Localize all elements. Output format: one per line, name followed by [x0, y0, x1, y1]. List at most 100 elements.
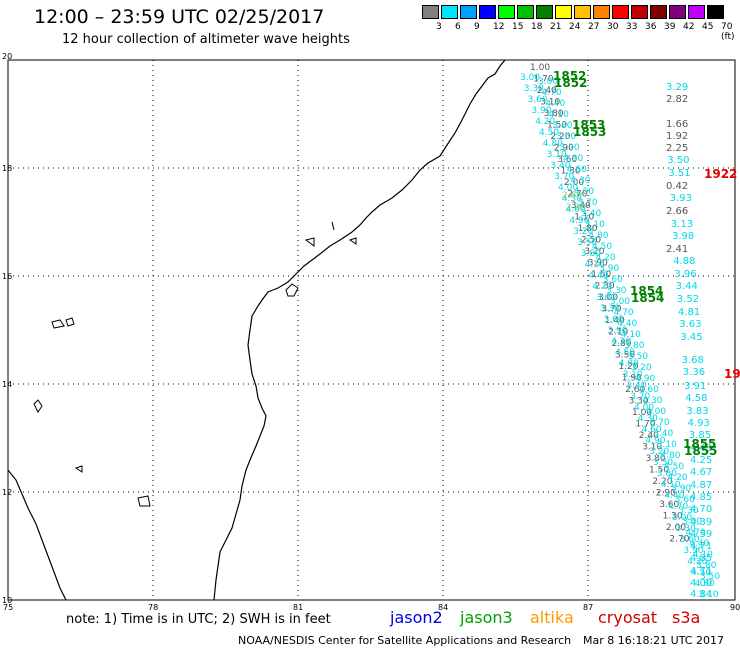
track-value-gray: 1.90: [622, 374, 642, 384]
track-value-cyan: 4.70: [668, 502, 688, 512]
track-value-gray: 2.70: [567, 190, 587, 200]
right-value-cyan: 3.44: [676, 281, 698, 292]
track-value-cyan: 4.70: [614, 308, 634, 318]
track-value-cyan: 3.60: [680, 535, 700, 545]
track-value-gray: 1.10: [574, 213, 594, 223]
scale-label: 9: [474, 22, 480, 32]
track-value-cyan: 4.90: [635, 374, 655, 384]
track-value-cyan: 4.80: [588, 231, 608, 241]
right-value-gray: 2.25: [666, 143, 688, 154]
scale-swatch: [650, 5, 667, 19]
track-value-gray: 3.50: [615, 351, 635, 361]
track-value-cyan: 4.30: [642, 396, 662, 406]
track-value-cyan: 4.80: [543, 139, 563, 149]
track-value-gray: 3.90: [588, 259, 608, 269]
track-value-cyan: 4.40: [617, 319, 637, 329]
right-value-cyan: 4.25: [690, 455, 712, 466]
track-value-cyan: 3.00: [520, 73, 540, 83]
track-value-cyan: 4.80: [619, 359, 639, 369]
western-coast: [7, 469, 67, 601]
right-value-cyan: 3.83: [686, 406, 708, 417]
lat-label: 20: [2, 52, 12, 61]
track-value-cyan: 4.00: [558, 183, 578, 193]
track-time-label-dup: 1855: [684, 444, 717, 458]
track-value-cyan: 4.90: [645, 436, 665, 446]
lon-label: 75: [3, 603, 13, 612]
island-coast-d: [33, 399, 43, 413]
scale-swatch: [669, 5, 686, 19]
map-title: 12:00 – 23:59 UTC 02/25/2017: [34, 6, 325, 28]
track-value-gray: 1.50: [547, 121, 567, 131]
right-value-gray: 2.82: [666, 94, 688, 105]
right-value-gray: 0.42: [666, 181, 688, 192]
scale-swatch: [441, 5, 458, 19]
right-value-gray: 2.66: [666, 206, 688, 217]
right-value-cyan: 3.96: [674, 269, 696, 280]
scale-label: 18: [531, 22, 543, 32]
scale-swatch: [593, 5, 610, 19]
scale-swatch: [460, 5, 477, 19]
track-value-cyan: 3.70: [554, 172, 574, 182]
track-value-cyan: 4.40: [664, 491, 684, 501]
track-value-cyan: 4.60: [567, 165, 587, 175]
track-value-gray: 3.30: [629, 397, 649, 407]
right-value-cyan: 4.87: [690, 480, 712, 491]
map-grid: [8, 60, 735, 600]
scale-label: 15: [512, 22, 524, 32]
right-value-cyan: 3.98: [672, 231, 694, 242]
track-value-gray: 2.80: [612, 339, 632, 349]
track-value-cyan: 3.30: [606, 286, 626, 296]
track-value-cyan: 3.90: [599, 264, 619, 274]
right-value-cyan: 3.51: [668, 168, 690, 179]
coastline: [213, 59, 506, 601]
track-value-cyan: 4.80: [660, 451, 680, 461]
track-value-cyan: 3.10: [585, 220, 605, 230]
right-value-cyan: 3.63: [679, 319, 701, 330]
track-value-cyan: 4.80: [695, 579, 715, 589]
track-value-cyan: 4.20: [596, 253, 616, 263]
track-value-cyan: 3.00: [538, 77, 558, 87]
track-value-cyan: 3.10: [623, 370, 643, 380]
cyan-track-values: 3.003.303.603.904.204.504.803.103.403.70…: [520, 73, 720, 600]
track-value-cyan: 3.60: [675, 495, 695, 505]
track-value-cyan: 3.30: [600, 304, 620, 314]
track-value-cyan: 4.70: [592, 282, 612, 292]
lat-label: 10: [2, 596, 12, 605]
lon-label: 84: [438, 603, 448, 612]
track-value-gray: 3.20: [584, 247, 604, 257]
track-value-gray: 2.00: [564, 178, 584, 188]
track-value-cyan: 3.70: [630, 392, 650, 402]
track-value-gray: 1.70: [533, 75, 553, 85]
track-value-gray: 1.00: [632, 408, 652, 418]
track-value-cyan: 3.30: [678, 506, 698, 516]
track-value-cyan: 4.30: [562, 194, 582, 204]
right-value-cyan: 4.70: [690, 504, 712, 515]
island-coast-b: [51, 319, 65, 329]
track-value-cyan: 4.50: [539, 128, 559, 138]
track-value-gray: 3.60: [557, 155, 577, 165]
track-value-cyan: 3.30: [676, 524, 696, 534]
track-value-gray: 2.50: [581, 236, 601, 246]
right-value-cyan: 3.50: [667, 155, 689, 166]
right-value-cyan: 3.68: [682, 355, 704, 366]
track-value-gray: 3.10: [642, 443, 662, 453]
track-value-cyan: 4.10: [693, 550, 713, 560]
right-value-cyan: 4.49: [690, 443, 712, 454]
track-value-cyan: 3.50: [556, 132, 576, 142]
track-value-cyan: 4.20: [687, 557, 707, 567]
right-value-cyan: 4.39: [690, 517, 712, 528]
track-value-cyan: 3.50: [577, 238, 597, 248]
footer-credit: NOAA/NESDIS Center for Satellite Applica…: [238, 634, 572, 647]
right-value-cyan: 4.93: [688, 418, 710, 429]
track-value-cyan: 4.60: [566, 205, 586, 215]
track-value-gray: 1.80: [578, 224, 598, 234]
track-value-gray: 2.70: [669, 535, 689, 545]
track-value-cyan: 4.70: [686, 528, 706, 538]
track-value-cyan: 3.10: [699, 590, 719, 600]
sat-label-jason2: jason2: [390, 608, 443, 627]
map-subtitle: 12 hour collection of altimeter wave hei…: [62, 32, 350, 47]
track-time-label: 1854: [630, 284, 663, 298]
